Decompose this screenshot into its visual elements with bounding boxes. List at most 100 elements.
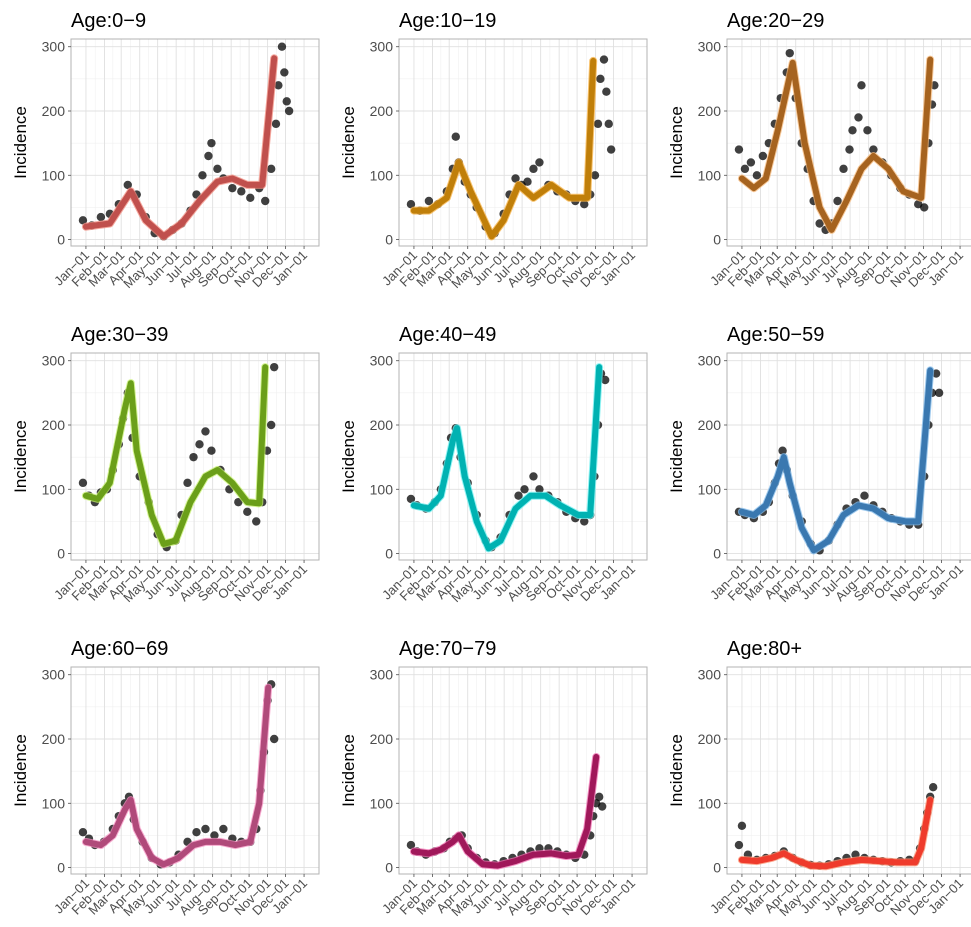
y-axis-label: Incidence — [667, 420, 686, 493]
data-point — [406, 200, 416, 209]
y-tick-label: 100 — [42, 481, 66, 497]
plot-border — [70, 352, 320, 561]
y-tick-label: 0 — [385, 232, 393, 248]
data-point — [839, 164, 848, 174]
data-point — [195, 440, 204, 449]
y-tick-label: 0 — [385, 860, 393, 876]
facet-panel: Age:40−490100200300IncidenceJan−01Feb−01… — [339, 324, 648, 605]
facet-panel: Age:60−690100200300IncidenceJan−01Feb−01… — [11, 638, 320, 919]
y-tick-label: 100 — [698, 795, 722, 811]
data-point — [269, 362, 279, 372]
y-tick-label: 0 — [57, 546, 65, 562]
data-point — [189, 452, 198, 462]
plot-border — [70, 38, 320, 247]
panel-title: Age:0−9 — [71, 10, 146, 32]
plot-background — [727, 39, 971, 246]
y-axis-label: Incidence — [667, 734, 686, 807]
y-tick-label: 0 — [713, 860, 721, 876]
y-tick-label: 200 — [370, 417, 394, 433]
y-tick-label: 300 — [42, 353, 66, 369]
data-point — [734, 840, 744, 850]
data-point — [96, 212, 106, 222]
plot-border — [398, 38, 648, 247]
y-tick-label: 200 — [698, 417, 722, 433]
data-point — [78, 828, 88, 837]
y-tick-label: 200 — [42, 417, 66, 433]
fit-line — [738, 56, 934, 233]
fit-line — [82, 684, 272, 868]
data-point — [243, 507, 252, 516]
y-tick-label: 200 — [698, 731, 722, 747]
data-point — [529, 472, 538, 481]
data-point — [424, 196, 434, 206]
data-point — [599, 55, 609, 64]
y-tick-label: 300 — [42, 667, 66, 683]
data-point — [207, 138, 216, 148]
y-tick-label: 300 — [370, 39, 394, 55]
data-point — [934, 388, 944, 398]
data-point — [860, 491, 869, 500]
data-point — [511, 174, 520, 183]
data-point — [246, 193, 255, 202]
data-point — [752, 171, 762, 180]
data-point — [606, 145, 616, 154]
plot-border — [398, 352, 648, 561]
data-point — [604, 119, 613, 129]
data-point — [269, 734, 279, 744]
data-point — [266, 420, 276, 430]
data-point — [920, 203, 929, 212]
data-point — [219, 824, 228, 834]
data-point — [848, 126, 857, 135]
data-point — [183, 478, 192, 488]
y-tick-label: 300 — [370, 667, 394, 683]
panel-title: Age:40−49 — [399, 324, 496, 346]
plot-background — [399, 39, 647, 246]
data-point — [597, 802, 607, 811]
y-tick-label: 0 — [57, 232, 65, 248]
data-point — [274, 81, 283, 90]
y-axis-label: Incidence — [11, 734, 30, 807]
data-point — [593, 119, 603, 129]
data-point — [594, 792, 604, 802]
data-point — [228, 183, 237, 193]
data-point — [928, 783, 938, 792]
fit-line — [410, 57, 597, 240]
y-axis-label: Incidence — [339, 734, 358, 807]
y-tick-label: 300 — [42, 39, 66, 55]
y-axis-label: Incidence — [667, 106, 686, 179]
fit-line — [82, 364, 269, 547]
plot-border — [726, 38, 971, 247]
data-point — [204, 151, 213, 161]
panel-title: Age:50−59 — [727, 324, 824, 346]
data-point — [198, 171, 207, 180]
data-point — [78, 216, 88, 225]
data-point — [758, 151, 768, 161]
y-tick-label: 300 — [698, 667, 722, 683]
facet-panel: Age:80+0100200300IncidenceJan−01Feb−01Ma… — [667, 638, 971, 919]
y-tick-label: 200 — [42, 103, 66, 119]
data-point — [207, 446, 216, 455]
data-point — [237, 187, 246, 196]
y-tick-label: 200 — [370, 731, 394, 747]
facet-panel: Age:50−590100200300IncidenceJan−01Feb−01… — [667, 324, 971, 605]
data-point — [78, 478, 88, 488]
facet-panel: Age:10−190100200300IncidenceJan−01Feb−01… — [339, 10, 648, 291]
y-axis-label: Incidence — [339, 106, 358, 179]
data-point — [580, 517, 589, 526]
data-point — [854, 113, 863, 122]
data-point — [280, 68, 289, 77]
data-point — [406, 494, 416, 504]
panel-title: Age:80+ — [727, 638, 802, 660]
data-point — [602, 87, 611, 96]
y-tick-label: 300 — [698, 353, 722, 369]
panel-title: Age:60−69 — [71, 638, 168, 660]
y-tick-label: 100 — [42, 167, 66, 183]
data-point — [734, 145, 744, 154]
y-tick-label: 0 — [713, 546, 721, 562]
plot-background — [727, 353, 971, 560]
y-tick-label: 0 — [713, 232, 721, 248]
data-point — [523, 177, 532, 186]
data-point — [580, 200, 589, 209]
plot-border — [70, 666, 320, 875]
